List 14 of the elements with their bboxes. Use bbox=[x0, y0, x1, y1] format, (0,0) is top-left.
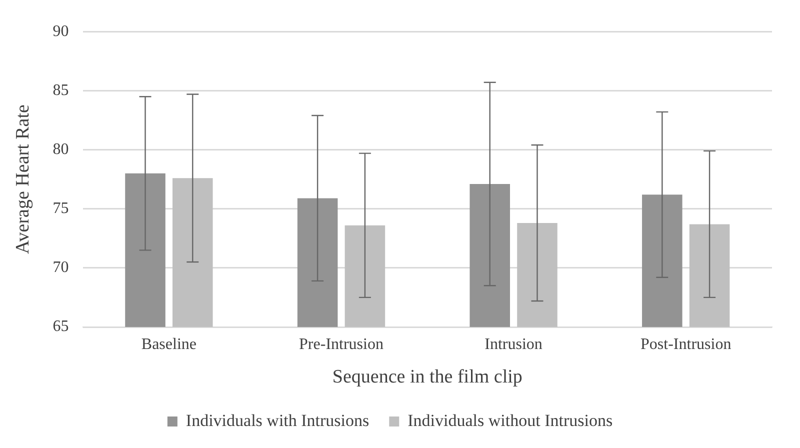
x-tick-label: Intrusion bbox=[484, 336, 542, 353]
y-tick-label: 80 bbox=[52, 140, 69, 158]
y-tick-label: 70 bbox=[52, 259, 69, 276]
legend-label: Individuals without Intrusions bbox=[408, 410, 613, 430]
x-tick-label: Pre-Intrusion bbox=[299, 336, 384, 353]
y-tick-label: 85 bbox=[52, 82, 69, 99]
y-tick-label: 90 bbox=[52, 22, 69, 40]
x-tick-label: Post-Intrusion bbox=[640, 336, 732, 353]
y-tick-label: 75 bbox=[52, 200, 69, 218]
y-tick-label: 65 bbox=[52, 318, 69, 336]
y-axis-title: Average Heart Rate bbox=[12, 104, 34, 254]
legend-label: Individuals with Intrusions bbox=[186, 410, 370, 430]
x-axis-title: Sequence in the film clip bbox=[332, 366, 522, 388]
x-tick-label: Baseline bbox=[141, 336, 196, 353]
